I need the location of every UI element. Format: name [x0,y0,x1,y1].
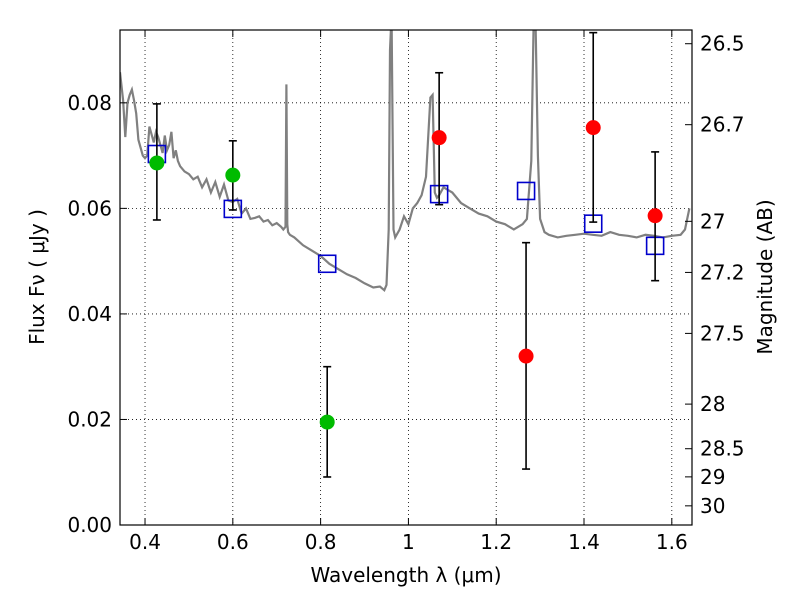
data-point [647,208,663,224]
data-point [225,167,241,183]
right-tick-label: 27.2 [700,260,745,284]
spectrum-line [120,30,691,293]
model-square-marker [516,181,536,201]
x-tick-label: 1.4 [568,530,600,554]
data-point [585,120,601,136]
right-tick-label: 26.7 [700,113,745,137]
x-tick-label: 1.6 [656,530,688,554]
x-tick-label: 0.8 [305,530,337,554]
right-tick-label: 28 [700,392,725,416]
right-axis-label: Magnitude (AB) [753,199,777,354]
y-tick-label: 0.08 [67,91,112,115]
right-tick-label: 29 [700,465,725,489]
x-tick-label: 1.2 [480,530,512,554]
x-tick-label: 0.6 [217,530,249,554]
data-point [319,414,335,430]
x-axis-label: Wavelength λ (μm) [310,563,501,587]
y-axis-label: Flux Fν ( μJy ) [25,209,49,345]
y-tick-label: 0.06 [67,196,112,220]
grid-lines [120,30,692,526]
right-tick-label: 27.5 [700,321,745,345]
right-tick-label: 27 [700,209,725,233]
model-square-marker [317,254,337,274]
plot-frame [119,29,693,526]
x-tick-label: 0.4 [129,530,161,554]
y-tick-label: 0.02 [67,407,112,431]
right-tick-label: 26.5 [700,32,745,56]
y-tick-label: 0.04 [67,302,112,326]
x-tick-label: 1 [402,530,415,554]
data-point [149,155,165,171]
data-point [431,130,447,146]
markers-layer [147,31,665,478]
ticks-layer: 0.4 0.6 0.8 1 1.2 1.4 1.6 0.00 0.02 0.04 0.06 0.08 2… [67,30,745,554]
spectrum-layer [120,30,691,293]
right-tick-label: 30 [700,494,725,518]
right-tick-label: 28.5 [700,437,745,461]
data-point [518,348,534,364]
y-tick-label: 0.00 [67,513,112,537]
